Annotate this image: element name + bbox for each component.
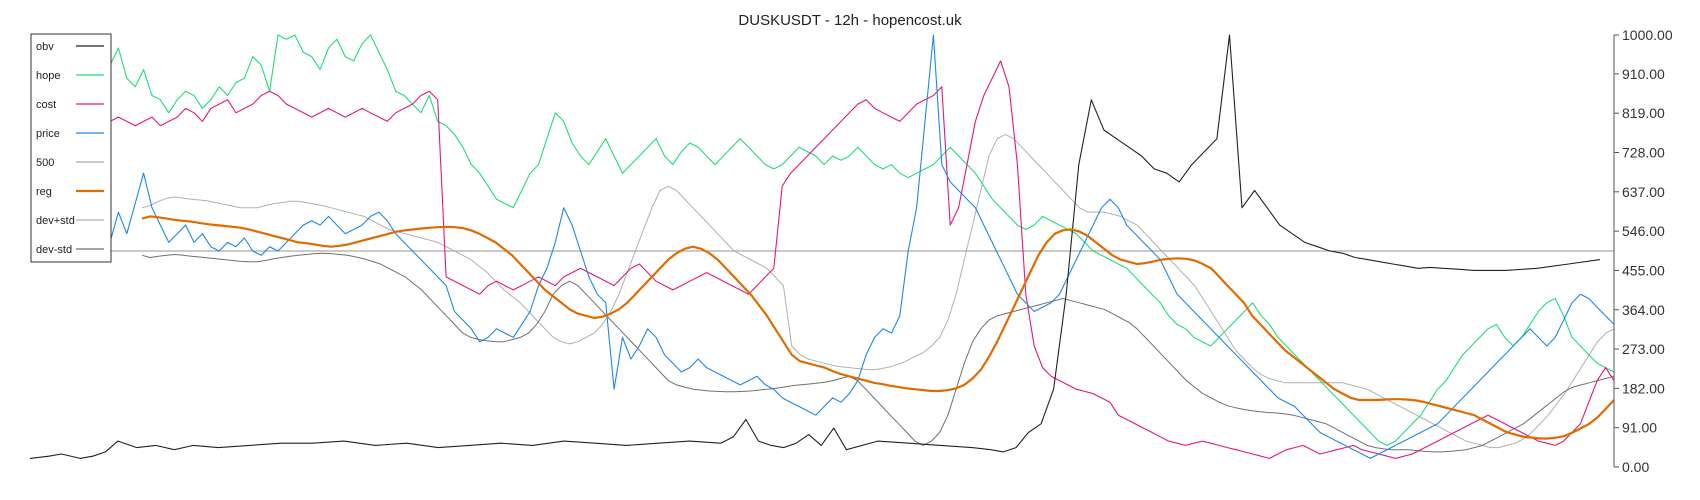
legend-label-hope: hope — [36, 70, 60, 82]
series-obv-line — [29, 34, 1601, 459]
y-tick-label: 364.00 — [1622, 302, 1665, 318]
series-dev_minus_std-line — [141, 252, 1615, 453]
legend-label-reg: reg — [36, 186, 52, 198]
y-tick-label: 910.00 — [1622, 66, 1665, 82]
y-tick-label: 0.00 — [1622, 459, 1649, 475]
series-dev_plus_std-line — [141, 133, 1615, 449]
legend-label-obv: obv — [36, 41, 54, 53]
series-hope-line — [109, 34, 1615, 446]
y-tick-label: 91.00 — [1622, 420, 1657, 436]
series-reg-line — [141, 215, 1615, 440]
legend-box — [30, 33, 112, 263]
y-tick-label: 1000.00 — [1622, 27, 1673, 43]
y-tick-label: 273.00 — [1622, 341, 1665, 357]
y-tick-label: 182.00 — [1622, 380, 1665, 396]
y-axis: 1000.00 910.00 819.00 728.00 637.00 546.00 455… — [1613, 27, 1673, 475]
series-cost-line — [109, 60, 1615, 459]
y-tick-label: 455.00 — [1622, 262, 1665, 278]
legend-label-dev_plus_std: dev+std — [36, 215, 75, 227]
y-tick-label: 819.00 — [1622, 105, 1665, 121]
legend-label-500: 500 — [36, 157, 54, 169]
series-layer — [29, 34, 1615, 459]
chart-title: DUSKUSDT - 12h - hopencost.uk — [738, 12, 962, 29]
y-tick-label: 728.00 — [1622, 145, 1665, 161]
legend-label-price: price — [36, 128, 60, 140]
series-price-line — [109, 34, 1615, 459]
legend-label-dev_minus_std: dev-std — [36, 244, 72, 256]
legend: obv hope cost price 500 reg dev+std dev-std — [30, 33, 112, 263]
legend-label-cost: cost — [36, 99, 56, 111]
y-tick-label: 637.00 — [1622, 184, 1665, 200]
y-tick-label: 546.00 — [1622, 223, 1665, 239]
